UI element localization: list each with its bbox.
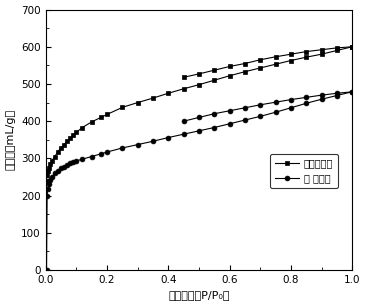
再生活性炭 [68, 136, 72, 140]
废 活性炭 [135, 143, 140, 147]
废 活性炭 [49, 175, 54, 179]
再生活性炭 [243, 70, 247, 73]
再生活性炭 [135, 101, 140, 104]
废 活性炭 [212, 126, 216, 129]
废 活性炭 [335, 94, 339, 97]
再生活性炭 [89, 120, 94, 124]
再生活性炭 [53, 155, 57, 159]
再生活性炭 [45, 170, 50, 173]
再生活性炭 [320, 52, 324, 56]
再生活性炭 [197, 83, 201, 87]
废 活性炭 [350, 90, 354, 94]
再生活性炭 [49, 159, 54, 163]
废 活性炭 [151, 140, 155, 143]
再生活性炭 [212, 78, 216, 82]
再生活性炭 [74, 131, 78, 134]
再生活性炭 [56, 150, 60, 154]
废 活性炭 [59, 166, 63, 170]
废 活性炭 [320, 97, 324, 101]
再生活性炭 [273, 62, 278, 66]
废 活性炭 [166, 136, 171, 140]
再生活性炭 [62, 143, 66, 147]
再生活性炭 [59, 146, 63, 150]
废 活性炭 [65, 163, 69, 166]
废 活性炭 [48, 178, 52, 182]
再生活性炭 [166, 91, 171, 95]
废 活性炭 [105, 150, 109, 154]
废 活性炭 [182, 132, 186, 136]
再生活性炭 [105, 113, 109, 116]
再生活性炭 [45, 173, 49, 177]
废 活性炭 [227, 122, 232, 126]
再生活性炭 [44, 179, 49, 183]
再生活性炭 [350, 45, 354, 49]
X-axis label: 相对压力（P/P₀）: 相对压力（P/P₀） [168, 290, 229, 300]
再生活性炭 [289, 59, 293, 62]
再生活性炭 [120, 106, 124, 109]
Y-axis label: 吸附量（mL/g）: 吸附量（mL/g） [5, 109, 16, 170]
再生活性炭 [65, 140, 69, 143]
Legend: 再生活性炭, 废 活性炭: 再生活性炭, 废 活性炭 [270, 154, 338, 188]
废 活性炭 [62, 165, 66, 168]
废 活性炭 [53, 171, 57, 175]
废 活性炭 [45, 187, 50, 191]
Line: 再生活性炭: 再生活性炭 [44, 44, 355, 183]
废 活性炭 [80, 157, 85, 161]
废 活性炭 [258, 114, 262, 118]
废 活性炭 [44, 268, 49, 272]
废 活性炭 [98, 152, 103, 156]
废 活性炭 [89, 155, 94, 159]
再生活性炭 [227, 74, 232, 78]
再生活性炭 [46, 166, 51, 170]
再生活性炭 [71, 133, 75, 137]
废 活性炭 [273, 110, 278, 114]
废 活性炭 [197, 129, 201, 133]
废 活性炭 [120, 146, 124, 150]
废 活性炭 [68, 161, 72, 165]
废 活性炭 [56, 169, 60, 173]
废 活性炭 [74, 159, 78, 163]
废 活性炭 [289, 106, 293, 110]
废 活性炭 [304, 102, 309, 105]
废 活性炭 [45, 194, 49, 197]
废 活性炭 [46, 183, 51, 186]
再生活性炭 [151, 96, 155, 100]
再生活性炭 [258, 66, 262, 70]
再生活性炭 [48, 162, 52, 166]
再生活性炭 [182, 87, 186, 91]
再生活性炭 [335, 49, 339, 52]
再生活性炭 [80, 126, 85, 129]
废 活性炭 [71, 160, 75, 164]
再生活性炭 [304, 55, 309, 59]
废 活性炭 [243, 118, 247, 122]
Line: 废 活性炭: 废 活性炭 [44, 89, 355, 272]
再生活性炭 [98, 116, 103, 119]
